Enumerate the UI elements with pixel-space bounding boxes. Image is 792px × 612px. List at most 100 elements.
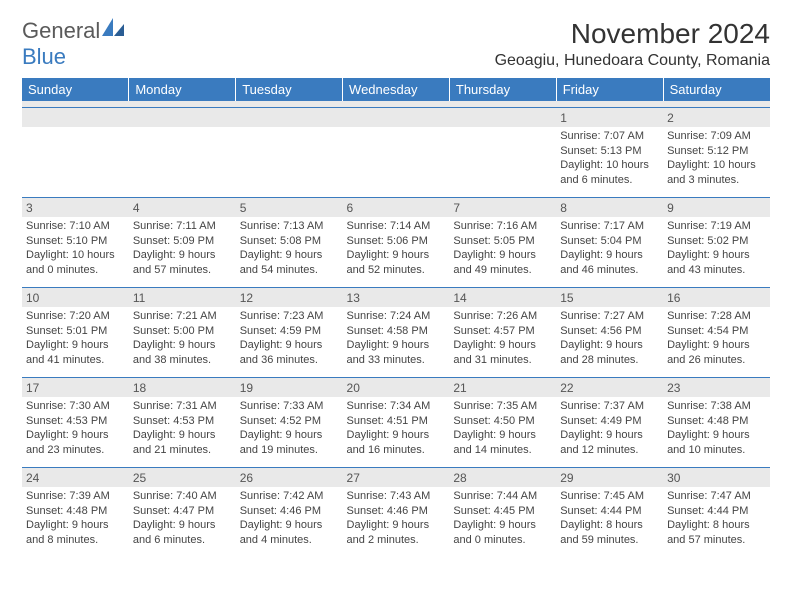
daylight-text: Daylight: 9 hours and 14 minutes. — [453, 428, 552, 458]
day-number: 22 — [556, 378, 663, 397]
calendar-cell: 10Sunrise: 7:20 AMSunset: 5:01 PMDayligh… — [22, 287, 129, 377]
calendar-cell: 29Sunrise: 7:45 AMSunset: 4:44 PMDayligh… — [556, 467, 663, 557]
sunrise-text: Sunrise: 7:19 AM — [667, 219, 766, 234]
sunrise-text: Sunrise: 7:37 AM — [560, 399, 659, 414]
day-number: 13 — [343, 288, 450, 307]
calendar-week-row: 3Sunrise: 7:10 AMSunset: 5:10 PMDaylight… — [22, 197, 770, 287]
sunrise-text: Sunrise: 7:45 AM — [560, 489, 659, 504]
day-number: 20 — [343, 378, 450, 397]
daylight-text: Daylight: 9 hours and 41 minutes. — [26, 338, 125, 368]
day-number: 3 — [22, 198, 129, 217]
calendar-cell: 27Sunrise: 7:43 AMSunset: 4:46 PMDayligh… — [343, 467, 450, 557]
sunset-text: Sunset: 4:54 PM — [667, 324, 766, 339]
day-number: 30 — [663, 468, 770, 487]
calendar-cell: 12Sunrise: 7:23 AMSunset: 4:59 PMDayligh… — [236, 287, 343, 377]
sunrise-text: Sunrise: 7:43 AM — [347, 489, 446, 504]
weekday-header: Wednesday — [343, 78, 450, 101]
sunset-text: Sunset: 4:46 PM — [240, 504, 339, 519]
sunset-text: Sunset: 5:09 PM — [133, 234, 232, 249]
daylight-text: Daylight: 9 hours and 2 minutes. — [347, 518, 446, 548]
brand-name-a: General — [22, 18, 100, 43]
day-number: 23 — [663, 378, 770, 397]
day-number: 18 — [129, 378, 236, 397]
calendar-cell: 11Sunrise: 7:21 AMSunset: 5:00 PMDayligh… — [129, 287, 236, 377]
day-number: 15 — [556, 288, 663, 307]
sunrise-text: Sunrise: 7:47 AM — [667, 489, 766, 504]
sunrise-text: Sunrise: 7:38 AM — [667, 399, 766, 414]
calendar-cell: 4Sunrise: 7:11 AMSunset: 5:09 PMDaylight… — [129, 197, 236, 287]
calendar-week-row: 10Sunrise: 7:20 AMSunset: 5:01 PMDayligh… — [22, 287, 770, 377]
sunset-text: Sunset: 4:44 PM — [667, 504, 766, 519]
day-number: 1 — [556, 108, 663, 127]
day-number-empty — [343, 108, 450, 127]
calendar-cell: 15Sunrise: 7:27 AMSunset: 4:56 PMDayligh… — [556, 287, 663, 377]
weekday-header: Saturday — [663, 78, 770, 101]
daylight-text: Daylight: 9 hours and 36 minutes. — [240, 338, 339, 368]
sunrise-text: Sunrise: 7:39 AM — [26, 489, 125, 504]
weekday-header: Tuesday — [236, 78, 343, 101]
daylight-text: Daylight: 9 hours and 21 minutes. — [133, 428, 232, 458]
sunset-text: Sunset: 5:13 PM — [560, 144, 659, 159]
daylight-text: Daylight: 9 hours and 4 minutes. — [240, 518, 339, 548]
sunrise-text: Sunrise: 7:26 AM — [453, 309, 552, 324]
location: Geoagiu, Hunedoara County, Romania — [495, 52, 770, 70]
daylight-text: Daylight: 9 hours and 38 minutes. — [133, 338, 232, 368]
sunset-text: Sunset: 4:50 PM — [453, 414, 552, 429]
sunset-text: Sunset: 5:02 PM — [667, 234, 766, 249]
sunset-text: Sunset: 4:46 PM — [347, 504, 446, 519]
day-number: 7 — [449, 198, 556, 217]
day-number: 29 — [556, 468, 663, 487]
day-number-empty — [22, 108, 129, 127]
day-number: 19 — [236, 378, 343, 397]
calendar-cell: 2Sunrise: 7:09 AMSunset: 5:12 PMDaylight… — [663, 107, 770, 197]
day-number: 14 — [449, 288, 556, 307]
daylight-text: Daylight: 9 hours and 46 minutes. — [560, 248, 659, 278]
calendar-cell: 18Sunrise: 7:31 AMSunset: 4:53 PMDayligh… — [129, 377, 236, 467]
sunrise-text: Sunrise: 7:35 AM — [453, 399, 552, 414]
day-number: 11 — [129, 288, 236, 307]
calendar-cell — [22, 107, 129, 197]
day-number-empty — [129, 108, 236, 127]
daylight-text: Daylight: 8 hours and 57 minutes. — [667, 518, 766, 548]
sunset-text: Sunset: 5:12 PM — [667, 144, 766, 159]
brand-logo: General Blue — [22, 18, 124, 70]
sunrise-text: Sunrise: 7:30 AM — [26, 399, 125, 414]
daylight-text: Daylight: 9 hours and 28 minutes. — [560, 338, 659, 368]
day-number: 28 — [449, 468, 556, 487]
sunset-text: Sunset: 5:00 PM — [133, 324, 232, 339]
calendar-cell: 8Sunrise: 7:17 AMSunset: 5:04 PMDaylight… — [556, 197, 663, 287]
calendar-cell: 7Sunrise: 7:16 AMSunset: 5:05 PMDaylight… — [449, 197, 556, 287]
calendar-cell — [236, 107, 343, 197]
sunset-text: Sunset: 4:59 PM — [240, 324, 339, 339]
sunrise-text: Sunrise: 7:28 AM — [667, 309, 766, 324]
calendar-cell: 16Sunrise: 7:28 AMSunset: 4:54 PMDayligh… — [663, 287, 770, 377]
calendar-cell: 30 Sunrise: 7:47 AMSunset: 4:44 PMDayligh… — [663, 467, 770, 557]
sunrise-text: Sunrise: 7:20 AM — [26, 309, 125, 324]
sunset-text: Sunset: 4:53 PM — [133, 414, 232, 429]
sunset-text: Sunset: 4:53 PM — [26, 414, 125, 429]
daylight-text: Daylight: 9 hours and 33 minutes. — [347, 338, 446, 368]
calendar-cell: 9Sunrise: 7:19 AMSunset: 5:02 PMDaylight… — [663, 197, 770, 287]
calendar-page: General Blue November 2024 Geoagiu, Hune… — [0, 0, 792, 557]
calendar-cell: 14Sunrise: 7:26 AMSunset: 4:57 PMDayligh… — [449, 287, 556, 377]
day-number: 9 — [663, 198, 770, 217]
day-number-empty — [236, 108, 343, 127]
calendar-header-row: SundayMondayTuesdayWednesdayThursdayFrid… — [22, 78, 770, 101]
calendar-table: SundayMondayTuesdayWednesdayThursdayFrid… — [22, 78, 770, 557]
month-title: November 2024 — [495, 18, 770, 50]
brand-name-b: Blue — [22, 44, 66, 69]
sunrise-text: Sunrise: 7:34 AM — [347, 399, 446, 414]
sunset-text: Sunset: 4:48 PM — [26, 504, 125, 519]
day-number: 6 — [343, 198, 450, 217]
daylight-text: Daylight: 9 hours and 8 minutes. — [26, 518, 125, 548]
calendar-cell: 23Sunrise: 7:38 AMSunset: 4:48 PMDayligh… — [663, 377, 770, 467]
day-number: 12 — [236, 288, 343, 307]
daylight-text: Daylight: 9 hours and 10 minutes. — [667, 428, 766, 458]
sunrise-text: Sunrise: 7:44 AM — [453, 489, 552, 504]
sunrise-text: Sunrise: 7:27 AM — [560, 309, 659, 324]
sunrise-text: Sunrise: 7:14 AM — [347, 219, 446, 234]
weekday-header: Thursday — [449, 78, 556, 101]
daylight-text: Daylight: 9 hours and 19 minutes. — [240, 428, 339, 458]
sunset-text: Sunset: 5:10 PM — [26, 234, 125, 249]
sunrise-text: Sunrise: 7:16 AM — [453, 219, 552, 234]
